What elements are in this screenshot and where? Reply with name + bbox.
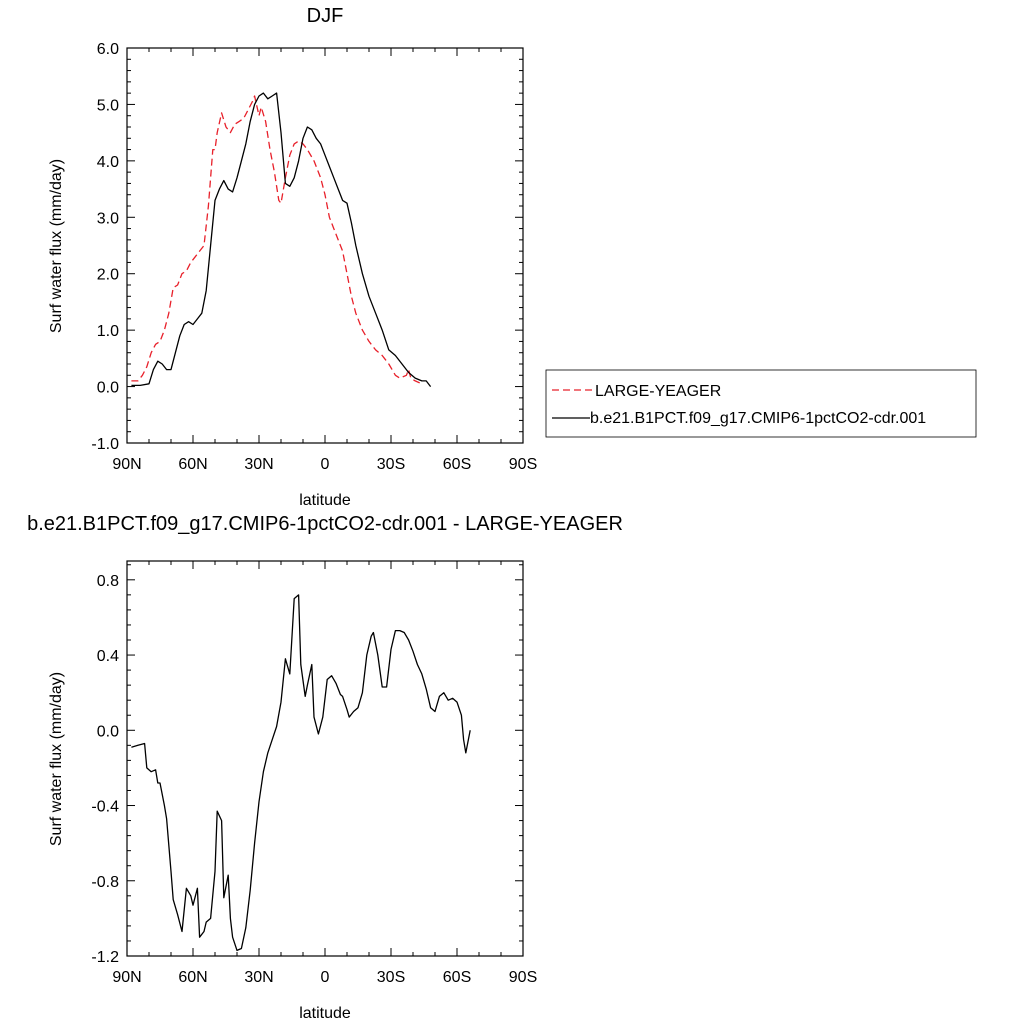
top-x-tick-label: 90S xyxy=(509,456,537,473)
top-plot-frame xyxy=(126,47,524,444)
legend-box xyxy=(545,369,977,438)
top-x-tick-label: 0 xyxy=(321,456,330,473)
bottom-y-tick-label: -0.4 xyxy=(91,799,119,816)
bottom-chart-panel: b.e21.B1PCT.f09_g17.CMIP6-1pctCO2-cdr.00… xyxy=(27,513,623,1022)
bottom-y-tick-label: -0.8 xyxy=(91,874,119,891)
bottom-plot-frame xyxy=(126,560,524,957)
top-y-tick-label: -1.0 xyxy=(91,436,119,453)
bottom-series-line-1 xyxy=(131,594,471,952)
top-y-tick-label: 1.0 xyxy=(97,323,119,340)
top-y-tick-label: 2.0 xyxy=(97,267,119,284)
bottom-x-tick-label: 30N xyxy=(244,969,273,986)
top-series-line-1 xyxy=(131,95,423,385)
top-y-tick-label: 0.0 xyxy=(97,380,119,397)
legend-label-cmip6: b.e21.B1PCT.f09_g17.CMIP6-1pctCO2-cdr.00… xyxy=(590,410,926,427)
bottom-x-tick-label: 90S xyxy=(509,969,537,986)
top-series-line-2 xyxy=(131,92,432,387)
bottom-y-tick-label: -1.2 xyxy=(91,949,119,966)
top-chart-title: DJF xyxy=(307,5,344,27)
top-x-tick-label: 30N xyxy=(244,456,273,473)
top-x-tick-label: 60N xyxy=(178,456,207,473)
top-y-axis-label: Surf water flux (mm/day) xyxy=(48,159,65,333)
top-x-axis-label: latitude xyxy=(299,492,351,509)
top-y-tick-label: 5.0 xyxy=(97,97,119,114)
bottom-y-axis-label: Surf water flux (mm/day) xyxy=(48,672,65,846)
top-x-tick-label: 60S xyxy=(443,456,471,473)
legend-label-large-yeager: LARGE-YEAGER xyxy=(595,383,721,400)
bottom-x-tick-label: 60N xyxy=(178,969,207,986)
top-y-tick-label: 4.0 xyxy=(97,154,119,171)
bottom-x-tick-label: 90N xyxy=(112,969,141,986)
top-y-tick-label: 6.0 xyxy=(97,41,119,58)
bottom-x-axis-label: latitude xyxy=(299,1005,351,1022)
top-x-tick-label: 30S xyxy=(377,456,405,473)
bottom-x-tick-label: 30S xyxy=(377,969,405,986)
bottom-y-tick-label: 0.4 xyxy=(97,648,119,665)
bottom-plot-area: 90N 60N 30N 0 30S 60S 90S -1.2 -0.8 -0.4 0.0 0.4 0.8 xyxy=(91,561,537,986)
top-y-tick-label: 3.0 xyxy=(97,210,119,227)
bottom-y-tick-label: 0.0 xyxy=(97,723,119,740)
top-x-tick-label: 90N xyxy=(112,456,141,473)
bottom-x-tick-label: 0 xyxy=(321,969,330,986)
bottom-chart-title: b.e21.B1PCT.f09_g17.CMIP6-1pctCO2-cdr.00… xyxy=(27,513,623,535)
bottom-x-tick-label: 60S xyxy=(443,969,471,986)
legend: LARGE-YEAGER b.e21.B1PCT.f09_g17.CMIP6-1… xyxy=(545,369,977,438)
bottom-y-tick-label: 0.8 xyxy=(97,573,119,590)
top-plot-area: 90N 60N 30N 0 30S 60S 90S -1.0 0.0 1.0 2.0 3.0 4.0 5.… xyxy=(91,41,537,473)
top-chart-panel: DJF 90N 60N 30N 0 30S 60S 90S -1.0 0.0 1.0 2.0 3.0 4… xyxy=(48,5,977,509)
